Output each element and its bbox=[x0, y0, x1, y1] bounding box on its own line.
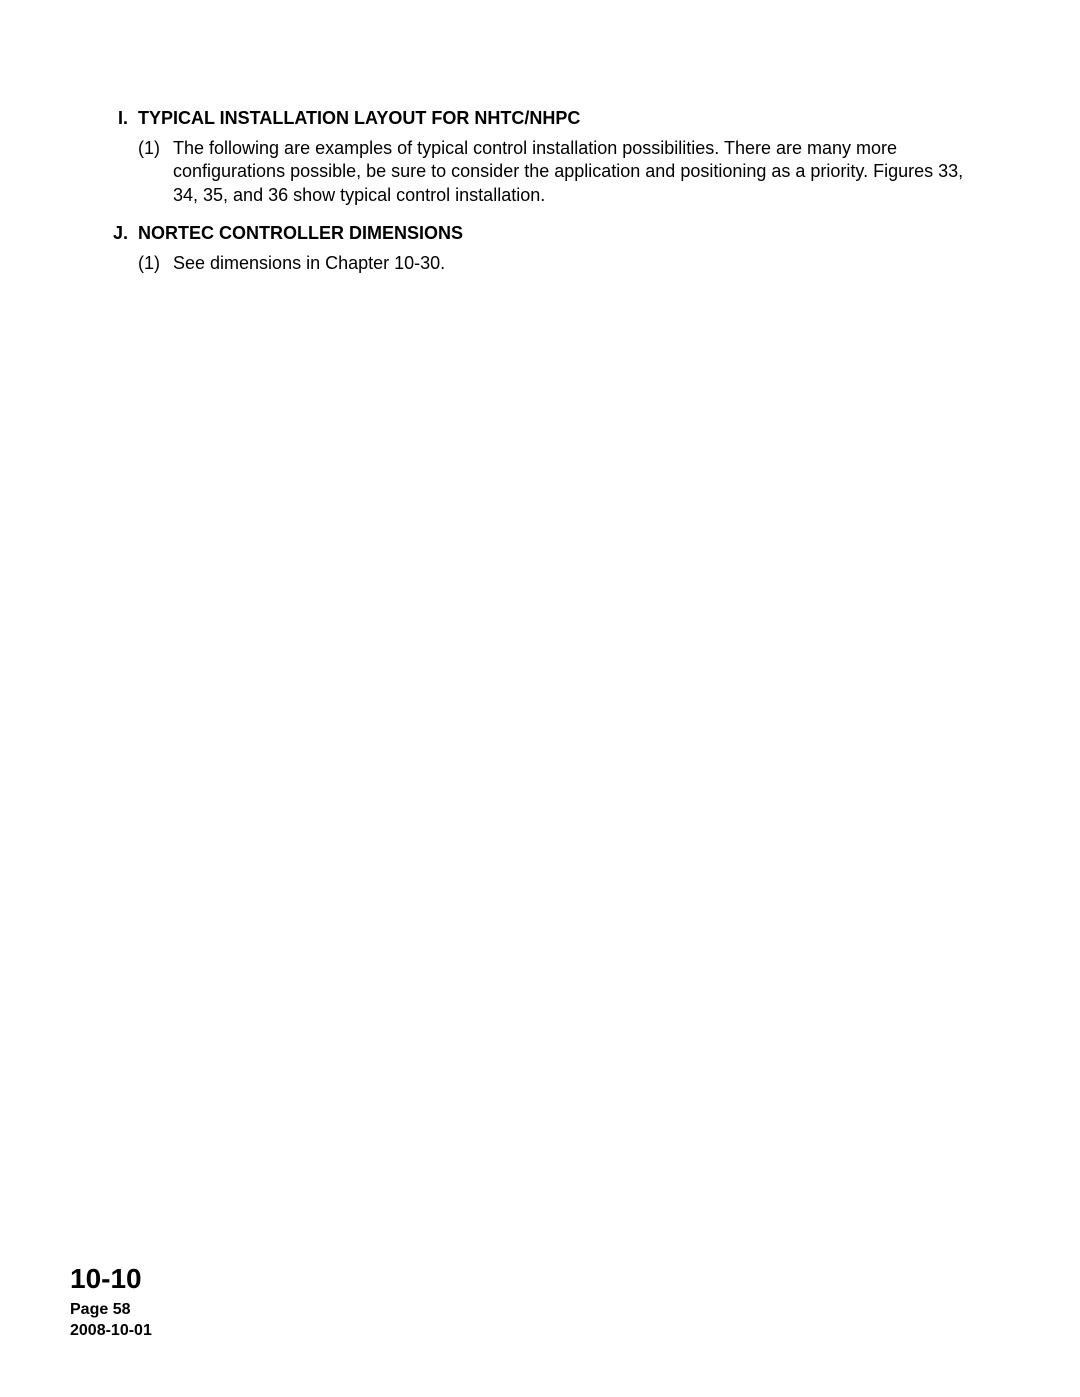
section-letter: I. bbox=[100, 108, 138, 129]
list-item: (1) The following are examples of typica… bbox=[138, 137, 985, 207]
footer-section-number: 10-10 bbox=[70, 1263, 152, 1295]
list-number: (1) bbox=[138, 137, 173, 207]
document-content: I. TYPICAL INSTALLATION LAYOUT FOR NHTC/… bbox=[100, 108, 985, 276]
section-title: NORTEC CONTROLLER DIMENSIONS bbox=[138, 223, 985, 244]
page-footer: 10-10 Page 58 2008-10-01 bbox=[70, 1263, 152, 1342]
section-title: TYPICAL INSTALLATION LAYOUT FOR NHTC/NHP… bbox=[138, 108, 985, 129]
list-item: (1) See dimensions in Chapter 10-30. bbox=[138, 252, 985, 275]
footer-page-number: Page 58 bbox=[70, 1299, 152, 1321]
section-heading-j: J. NORTEC CONTROLLER DIMENSIONS bbox=[100, 223, 985, 244]
footer-date: 2008-10-01 bbox=[70, 1320, 152, 1342]
list-text: See dimensions in Chapter 10-30. bbox=[173, 252, 985, 275]
list-number: (1) bbox=[138, 252, 173, 275]
section-heading-i: I. TYPICAL INSTALLATION LAYOUT FOR NHTC/… bbox=[100, 108, 985, 129]
section-letter: J. bbox=[100, 223, 138, 244]
list-text: The following are examples of typical co… bbox=[173, 137, 985, 207]
